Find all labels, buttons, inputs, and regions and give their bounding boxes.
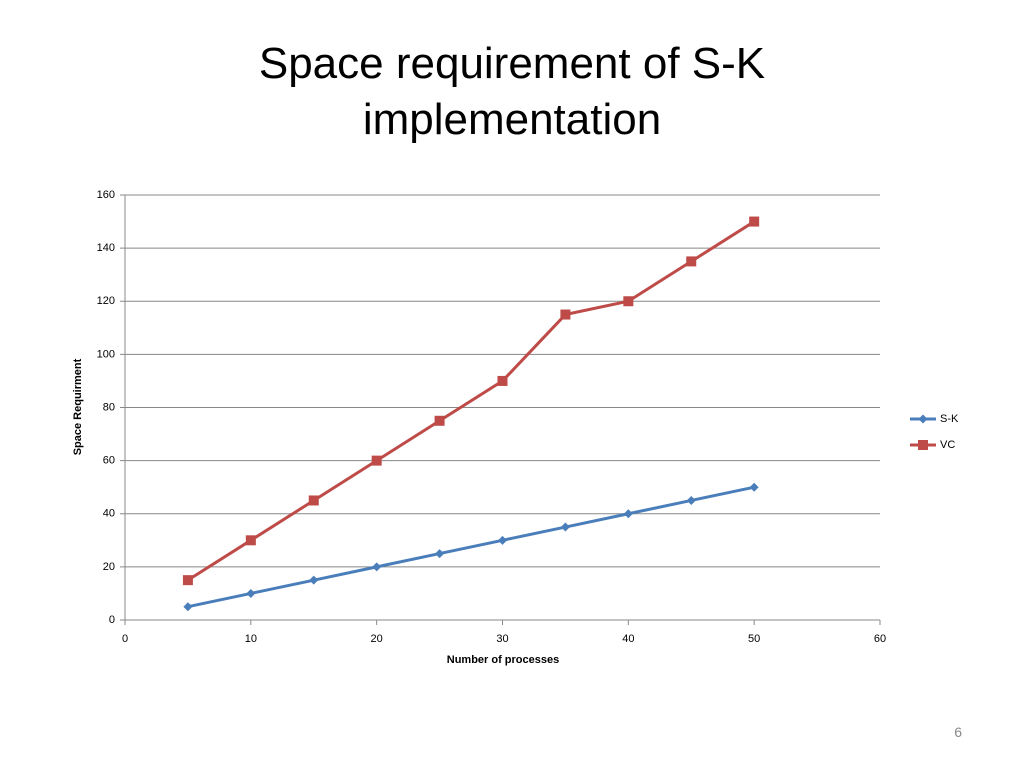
y-tick-label: 140	[97, 242, 115, 254]
legend-marker	[918, 414, 928, 424]
x-tick-label: 10	[245, 633, 257, 645]
y-tick-label: 60	[103, 455, 115, 467]
y-tick-label: 100	[97, 348, 115, 360]
marker	[183, 602, 193, 612]
marker	[560, 522, 570, 532]
marker	[246, 588, 256, 598]
marker	[309, 575, 319, 585]
marker	[182, 575, 193, 586]
y-tick-label: 160	[97, 189, 115, 201]
marker	[497, 375, 508, 386]
y-tick-label: 80	[103, 401, 115, 413]
legend-marker	[918, 440, 928, 450]
marker	[434, 415, 445, 426]
y-tick-label: 120	[97, 295, 115, 307]
legend-label: S-K	[940, 413, 959, 425]
marker	[435, 549, 445, 559]
y-tick-label: 0	[109, 614, 115, 626]
page-number: 6	[954, 724, 962, 740]
marker	[749, 216, 760, 227]
series-line	[187, 220, 755, 582]
series-line	[187, 485, 755, 609]
marker	[749, 482, 759, 492]
x-tick-label: 40	[622, 633, 634, 645]
marker	[498, 535, 507, 545]
marker	[686, 495, 696, 505]
x-tick-label: 50	[748, 633, 760, 645]
y-tick-label: 20	[103, 561, 115, 573]
x-tick-label: 20	[371, 633, 383, 645]
marker	[623, 509, 633, 519]
marker	[245, 535, 256, 546]
slide-title: Space requirement of S-K implementation	[258, 39, 766, 144]
marker	[372, 562, 382, 572]
legend-label: VC	[940, 439, 955, 451]
marker	[623, 296, 634, 307]
marker	[371, 455, 382, 466]
y-tick-label: 40	[103, 508, 115, 520]
x-tick-label: 0	[122, 633, 128, 645]
y-axis-label: Space Requirment	[72, 358, 84, 455]
marker	[560, 309, 571, 320]
x-tick-label: 30	[496, 633, 508, 645]
marker	[686, 256, 697, 267]
x-axis-label: Number of processes	[447, 654, 559, 666]
marker	[308, 495, 319, 506]
x-tick-label: 60	[874, 633, 886, 645]
